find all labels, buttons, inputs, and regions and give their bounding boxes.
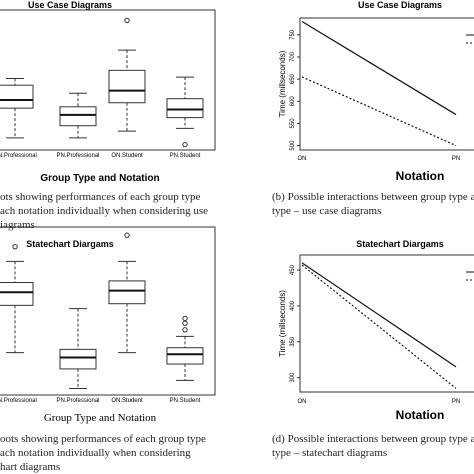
y-axis-label: Time (millseconds) xyxy=(278,290,287,357)
outlier xyxy=(182,320,188,326)
outlier xyxy=(12,243,18,250)
series-line xyxy=(301,76,457,147)
caption: iagrams xyxy=(0,219,35,231)
y-tick-label: 700 xyxy=(290,51,296,62)
chart-title: Use Case Diagrams xyxy=(358,0,442,10)
x-tick-label: ON.Student xyxy=(111,153,143,159)
series-line xyxy=(301,264,457,389)
caption: ots showing performances of each group t… xyxy=(0,191,201,203)
outlier xyxy=(124,17,130,24)
caption: ach notation individually when consideri… xyxy=(0,205,208,217)
caption: (b) Possible interactions between group … xyxy=(272,191,474,203)
x-tick-label: ON xyxy=(298,156,307,162)
x-tick-label: PN.Professional xyxy=(56,153,99,159)
plot-frame xyxy=(299,17,474,151)
y-tick-label: 300 xyxy=(290,372,296,383)
x-axis-label: Notation xyxy=(396,169,445,183)
outlier xyxy=(182,141,188,148)
box xyxy=(166,347,204,365)
caption: hart diagrams xyxy=(0,461,60,473)
x-tick-label: PN.Student xyxy=(170,398,201,404)
x-axis-label: Group Type and Notation xyxy=(40,173,159,184)
x-axis-label: Group Type and Notation xyxy=(44,412,157,424)
y-axis-label: Time (millseconds) xyxy=(278,50,287,117)
series-line xyxy=(301,21,457,116)
plot-frame xyxy=(0,9,216,151)
x-tick-label: PN.Professional xyxy=(56,398,99,404)
y-tick-label: 600 xyxy=(290,96,296,107)
y-tick-label: 550 xyxy=(290,118,296,129)
chart-title: Statechart Diargams xyxy=(356,239,444,249)
box xyxy=(59,106,97,127)
outlier xyxy=(182,327,188,333)
caption: ach notation individually when consideri… xyxy=(0,447,191,459)
x-axis-label: Notation xyxy=(396,408,445,422)
box xyxy=(108,280,146,305)
box xyxy=(59,348,97,370)
y-tick-label: 450 xyxy=(290,264,296,275)
y-tick-label: 650 xyxy=(290,73,296,84)
y-tick-label: 400 xyxy=(290,300,296,311)
y-tick-label: 500 xyxy=(290,140,296,151)
box xyxy=(166,98,204,119)
chart-title: Use Case Diagrams xyxy=(28,0,112,10)
x-tick-label: ON xyxy=(298,399,307,405)
x-tick-label: ON.Professional xyxy=(0,153,37,159)
caption: type – use case diagrams xyxy=(272,205,381,217)
series-line xyxy=(301,262,457,368)
outlier xyxy=(124,232,130,238)
box xyxy=(108,69,146,104)
y-tick-label: 350 xyxy=(290,336,296,347)
box xyxy=(0,84,34,109)
caption: oots showing performances of each group … xyxy=(0,433,206,445)
x-tick-label: PN.Student xyxy=(170,153,201,159)
x-tick-label: PN xyxy=(452,399,460,405)
caption: type – statechart diagrams xyxy=(272,447,387,459)
plot-frame xyxy=(0,226,216,396)
x-tick-label: PN xyxy=(452,156,460,162)
chart-title: Statechart Diargams xyxy=(26,239,114,249)
box xyxy=(0,282,34,306)
caption: (d) Possible interactions between group … xyxy=(272,433,474,445)
y-tick-label: 750 xyxy=(290,29,296,40)
x-tick-label: ON.Professional xyxy=(0,398,37,404)
x-tick-label: ON.Student xyxy=(111,398,143,404)
plot-frame xyxy=(299,254,474,393)
outlier xyxy=(182,315,188,322)
